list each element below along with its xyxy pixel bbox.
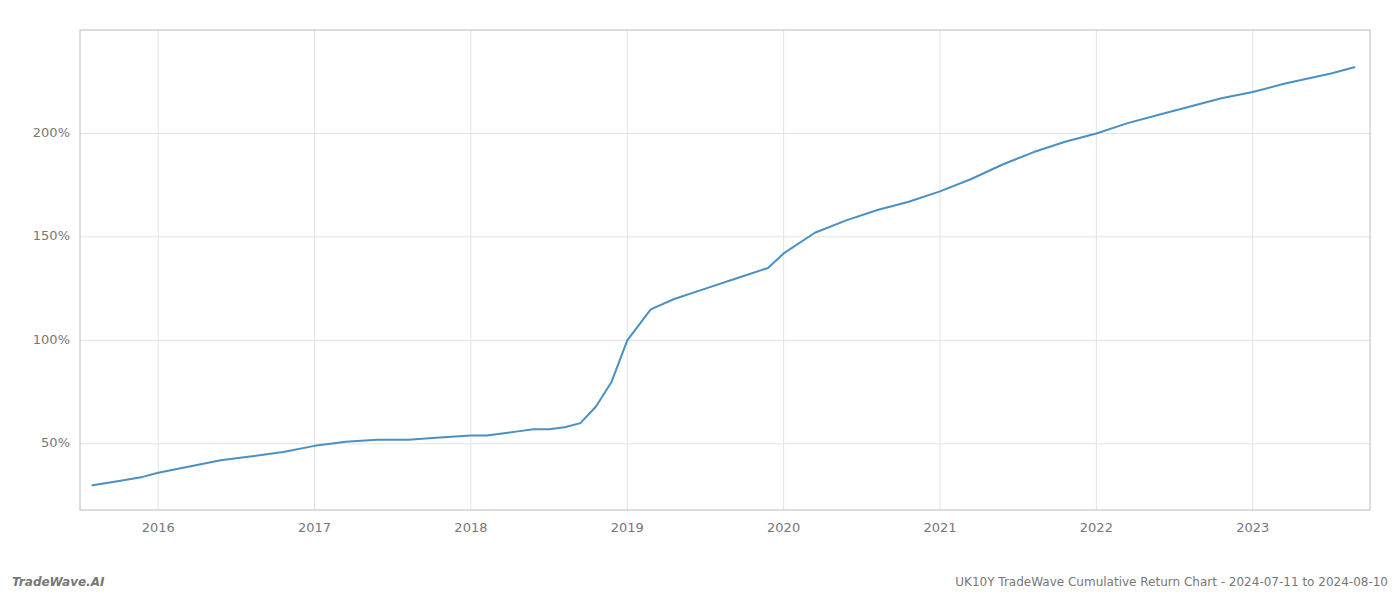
y-tick-label: 200% xyxy=(33,125,70,140)
chart-container: 50% 100% 150% 200% 2016 2017 2018 2019 2020 2021 2… xyxy=(0,0,1400,600)
grid-line-y xyxy=(80,236,1370,237)
grid-line-y xyxy=(80,133,1370,134)
x-tick-label: 2023 xyxy=(1236,520,1269,535)
grid-line-x xyxy=(158,30,159,510)
x-tick-label: 2018 xyxy=(454,520,487,535)
grid xyxy=(80,30,1370,510)
x-tick-label: 2021 xyxy=(923,520,956,535)
grid-line-x xyxy=(1096,30,1097,510)
x-tick-label: 2022 xyxy=(1080,520,1113,535)
grid-line-x xyxy=(470,30,471,510)
grid-line-y xyxy=(80,443,1370,444)
grid-line-x xyxy=(627,30,628,510)
grid-line-x xyxy=(940,30,941,510)
x-tick-label: 2016 xyxy=(142,520,175,535)
x-tick-label: 2019 xyxy=(611,520,644,535)
plot-area xyxy=(93,67,1355,485)
grid-line-x xyxy=(314,30,315,510)
y-tick-label: 150% xyxy=(33,228,70,243)
grid-line-x xyxy=(783,30,784,510)
footer-right: UK10Y TradeWave Cumulative Return Chart … xyxy=(955,575,1388,589)
chart: 50% 100% 150% 200% 2016 2017 2018 2019 2020 2021 2… xyxy=(0,0,1400,600)
background xyxy=(0,0,1400,600)
grid-line-x xyxy=(1252,30,1253,510)
axes: 50% 100% 150% 200% 2016 2017 2018 2019 2020 2021 2… xyxy=(33,30,1370,535)
x-tick-label: 2020 xyxy=(767,520,800,535)
grid-line-y xyxy=(80,340,1370,341)
plot-frame xyxy=(80,30,1370,510)
y-tick-label: 50% xyxy=(41,435,70,450)
data-line xyxy=(93,67,1355,485)
x-tick-label: 2017 xyxy=(298,520,331,535)
footer-left: TradeWave.AI xyxy=(12,575,105,589)
y-tick-label: 100% xyxy=(33,332,70,347)
